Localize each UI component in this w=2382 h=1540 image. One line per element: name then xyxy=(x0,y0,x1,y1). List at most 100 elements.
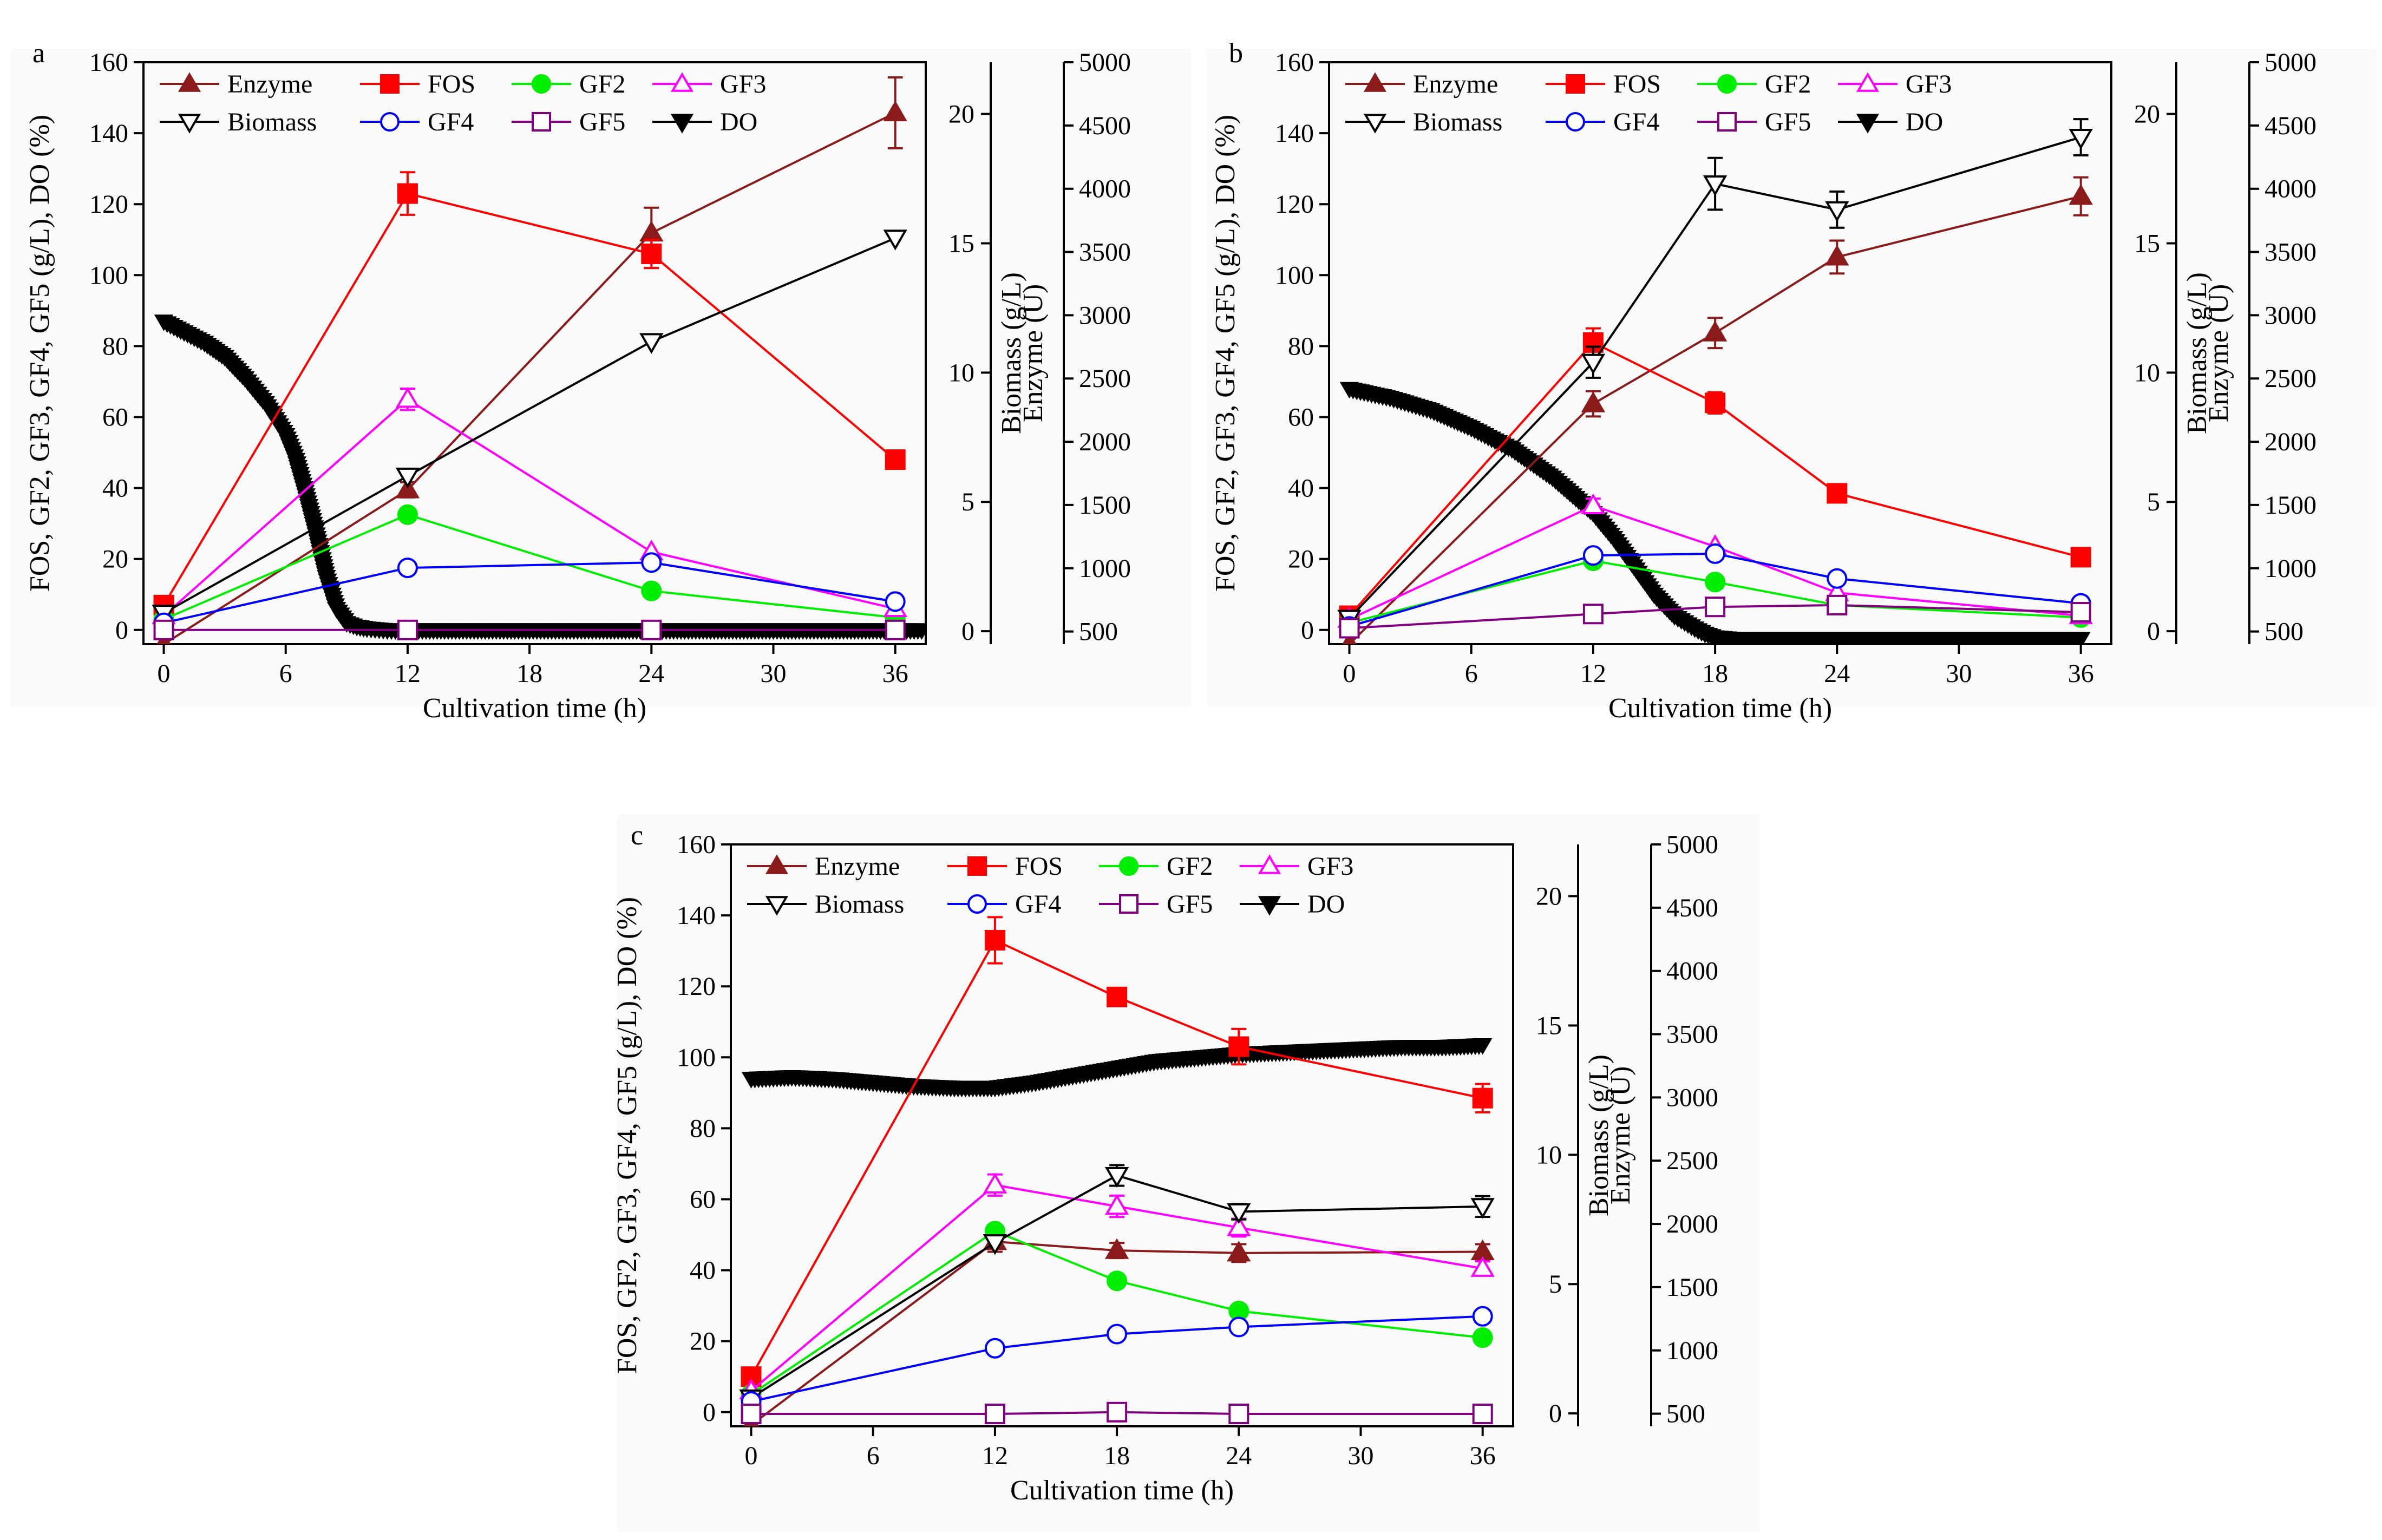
fos-point xyxy=(1827,483,1848,504)
legend-marker-gf3-icon xyxy=(1258,854,1281,874)
enzyme-axis-label: Enzyme (U) xyxy=(2203,284,2234,423)
legend-item-gf5: GF5 xyxy=(512,108,625,136)
biomass-point xyxy=(983,1234,1007,1255)
y-left-tick-label: 20 xyxy=(102,545,128,574)
series-biomass xyxy=(152,230,907,626)
biomass-point xyxy=(1470,1198,1495,1219)
legend: Enzyme FOS GF2 GF3 Biomass GF4 GF5 DO xyxy=(1345,70,1952,136)
legend-item-do: DO xyxy=(1838,108,1943,136)
legend-label: GF4 xyxy=(428,108,474,136)
enzyme-tick-label: 3500 xyxy=(1079,238,1131,267)
gf5-point xyxy=(984,1404,1005,1425)
y-left-tick-label: 80 xyxy=(690,1114,716,1143)
legend-item-do: DO xyxy=(652,108,757,136)
fos-point xyxy=(1582,332,1604,353)
panel-label: b xyxy=(1229,38,1243,69)
biomass-point xyxy=(1581,353,1606,375)
legend-label: GF2 xyxy=(1167,852,1213,881)
biomass-tick-label: 0 xyxy=(1549,1399,1562,1428)
enzyme-point xyxy=(1227,1241,1251,1262)
legend: Enzyme FOS GF2 GF3 Biomass GF4 GF5 DO xyxy=(160,70,766,136)
biomass-tick-label: 20 xyxy=(2134,100,2160,129)
legend-item-biomass: Biomass xyxy=(1345,108,1502,136)
do-point xyxy=(912,623,926,640)
legend-item-enzyme: Enzyme xyxy=(1345,70,1498,99)
y-left-axis-label: FOS, GF2, GF3, GF4, GF5 (g/L), DO (%) xyxy=(24,115,55,592)
legend-item-gf2: GF2 xyxy=(1099,852,1213,881)
legend-label: DO xyxy=(1307,890,1345,919)
legend-marker-gf3-icon xyxy=(670,72,694,92)
fos-point xyxy=(397,183,418,204)
biomass-point xyxy=(1227,1203,1251,1224)
x-tick-label: 36 xyxy=(2068,659,2094,688)
biomass-point xyxy=(639,333,664,354)
enzyme-tick-label: 3000 xyxy=(1079,301,1131,330)
legend: Enzyme FOS GF2 GF3 Biomass GF4 GF5 DO xyxy=(747,852,1353,919)
x-tick-label: 24 xyxy=(1824,659,1850,688)
series-enzyme xyxy=(1342,176,2093,644)
enzyme-tick-label: 2500 xyxy=(1666,1146,1718,1175)
biomass-tick-label: 20 xyxy=(1536,882,1562,911)
gf3-point xyxy=(983,1172,1007,1194)
gf2-point xyxy=(1705,572,1726,593)
biomass-tick-label: 10 xyxy=(2134,358,2160,387)
gf4-point xyxy=(1107,1323,1128,1345)
enzyme-tick-label: 3000 xyxy=(2265,301,2316,330)
fos-line xyxy=(162,192,896,606)
x-tick-label: 30 xyxy=(761,659,787,688)
y-left-axis-label: FOS, GF2, GF3, GF4, GF5 (g/L), DO (%) xyxy=(612,897,643,1374)
legend-marker-gf5-icon xyxy=(532,112,551,132)
legend-label: FOS xyxy=(428,70,475,99)
x-tick-label: 36 xyxy=(1470,1441,1496,1470)
legend-marker-fos-icon xyxy=(1566,74,1585,94)
gf2-point xyxy=(1107,1270,1128,1292)
x-axis-label: Cultivation time (h) xyxy=(423,693,646,724)
gf5-point xyxy=(2070,602,2091,623)
series-biomass xyxy=(739,1164,1495,1411)
y-left-tick-label: 160 xyxy=(677,830,716,859)
legend-label: GF3 xyxy=(720,70,766,99)
do-point xyxy=(1473,1038,1493,1055)
legend-label: GF5 xyxy=(1167,890,1213,919)
legend-marker-gf2-icon xyxy=(532,74,551,94)
legend-marker-enzyme-icon xyxy=(765,854,789,874)
biomass-point xyxy=(1703,175,1727,196)
gf4-point xyxy=(641,552,662,573)
enzyme-tick-label: 500 xyxy=(2265,618,2304,646)
gf4-point xyxy=(1582,545,1604,566)
legend-marker-gf4-icon xyxy=(380,112,400,132)
y-left-tick-label: 140 xyxy=(677,901,716,930)
plot-area xyxy=(1337,118,2093,644)
gf5-point xyxy=(741,1404,762,1425)
y-left-tick-label: 120 xyxy=(677,972,716,1001)
legend-marker-gf3-icon xyxy=(1856,72,1880,92)
legend-label: DO xyxy=(1906,108,1943,136)
gf5-point xyxy=(1705,597,1726,618)
x-tick-label: 6 xyxy=(279,659,292,688)
enzyme-tick-label: 1500 xyxy=(1666,1273,1718,1302)
x-tick-label: 0 xyxy=(745,1441,758,1470)
x-tick-label: 30 xyxy=(1348,1441,1374,1470)
gf3-point xyxy=(1104,1194,1129,1215)
enzyme-point xyxy=(1581,391,1606,412)
gf4-point xyxy=(1228,1316,1249,1338)
gf4-point xyxy=(397,558,418,579)
legend-marker-gf2-icon xyxy=(1717,74,1737,94)
legend-item-gf2: GF2 xyxy=(1697,70,1811,99)
y-left-tick-label: 20 xyxy=(1288,545,1314,574)
plot-frame xyxy=(730,843,1514,1427)
enzyme-tick-label: 4000 xyxy=(1666,957,1718,986)
biomass-tick-label: 0 xyxy=(2147,617,2160,646)
legend-item-gf4: GF4 xyxy=(360,108,474,136)
y-left-tick-label: 60 xyxy=(690,1185,716,1214)
legend-marker-fos-icon xyxy=(380,74,400,94)
biomass-tick-label: 15 xyxy=(948,229,974,258)
biomass-tick-label: 5 xyxy=(2147,488,2160,516)
y-left-tick-label: 120 xyxy=(89,190,128,219)
legend-label: GF4 xyxy=(1613,108,1659,136)
enzyme-point xyxy=(1104,1238,1129,1259)
plot-area xyxy=(739,916,1495,1426)
biomass-point xyxy=(395,467,420,489)
biomass-point xyxy=(883,230,907,251)
